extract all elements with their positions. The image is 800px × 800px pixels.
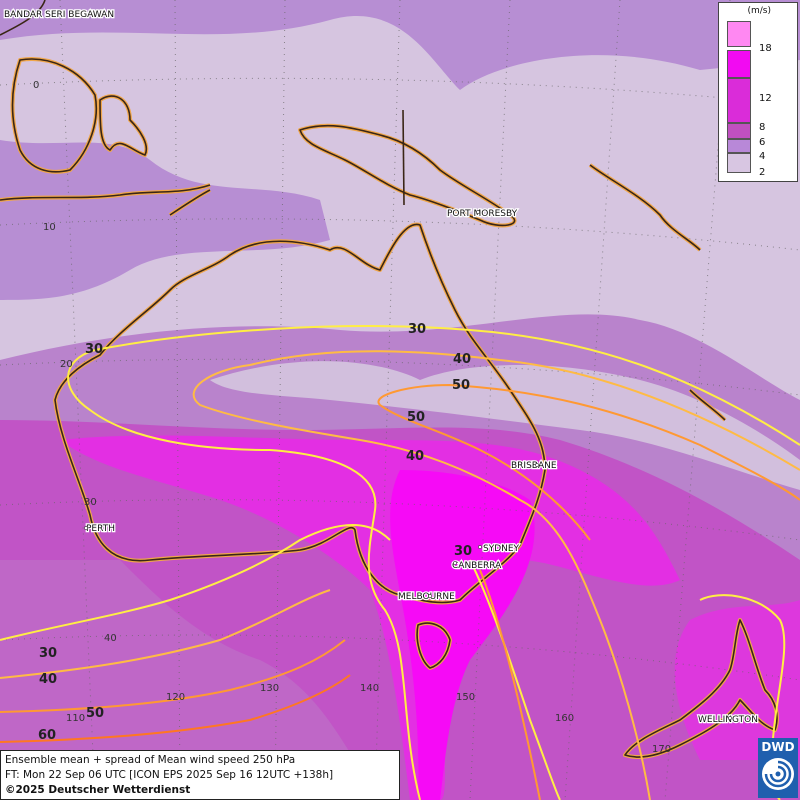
city-marker [478, 545, 482, 549]
contour-label: 30 [85, 342, 103, 357]
swirl-icon [762, 758, 794, 790]
city-marker [453, 561, 457, 565]
legend-level-label: 8 [759, 122, 766, 133]
grid-labels: 0 10 20 30 40 110 120 130 140 150 160 170 [33, 80, 671, 755]
city-markers [84, 210, 732, 720]
forecast-time: FT: Mon 22 Sep 06 UTC [ICON EPS 2025 Sep… [5, 769, 334, 781]
isotach-40-north [192, 350, 800, 800]
contour-label: 60 [38, 728, 56, 743]
legend-swatch [727, 78, 751, 123]
info-box: Ensemble mean + spread of Mean wind spee… [0, 750, 400, 800]
longitude-label: 110 [66, 713, 85, 724]
city-marker [84, 526, 88, 530]
legend-swatch [727, 153, 751, 173]
latitude-label: 0 [33, 80, 39, 91]
longitude-label: 120 [166, 692, 185, 703]
latitude-label: 20 [60, 359, 73, 370]
spread-shade-4-6-north [0, 0, 800, 90]
coastlines [0, 0, 779, 759]
latitude-label: 30 [84, 497, 97, 508]
city-marker [476, 210, 480, 214]
legend-level-label: 4 [759, 151, 766, 162]
spread-shade-6-8-south [0, 560, 380, 800]
isotach-60-south [0, 674, 351, 743]
isotach-30-north [67, 325, 800, 800]
spread-shade-12-18-nz [674, 600, 800, 760]
isotach-40-south [0, 589, 331, 679]
city-label: BANDAR SERI BEGAWAN [4, 10, 114, 20]
city-label: WELLINGTON [698, 715, 758, 725]
legend-level-label: 6 [759, 137, 766, 148]
contour-label: 40 [453, 352, 471, 367]
isotach-50-north [377, 384, 800, 541]
legend-level-label: 18 [759, 43, 772, 54]
longitude-label: 130 [260, 683, 279, 694]
city-label: PORT MORESBY [447, 209, 518, 219]
city-label: CANBERRA [452, 561, 502, 571]
contour-label: 40 [406, 449, 424, 464]
city-labels: BANDAR SERI BEGAWAN PORT MORESBY BRISBANE P… [3, 9, 759, 727]
city-label: BRISBANE [511, 461, 557, 471]
legend-swatch [727, 21, 751, 47]
latitude-label: 10 [43, 222, 56, 233]
legend-swatch [727, 50, 751, 78]
longitude-label: 160 [555, 713, 574, 724]
isotachs [0, 325, 800, 800]
isotach-50-south [0, 569, 541, 800]
city-marker [535, 463, 539, 467]
map-title: Ensemble mean + spread of Mean wind spee… [5, 754, 296, 766]
longitude-label: 170 [652, 744, 671, 755]
legend-level-label: 12 [759, 93, 772, 104]
city-label: PERTH [86, 524, 115, 534]
spread-shade-light-band [210, 361, 800, 490]
city-label: MELBOURNE [398, 592, 455, 602]
contour-label: 50 [407, 410, 425, 425]
contour-label: 40 [39, 672, 57, 687]
spread-legend: (m/s) 18 12 8 6 4 2 [718, 2, 798, 182]
copyright: ©2025 Deutscher Wetterdienst [5, 784, 191, 796]
contour-label: 30 [39, 646, 57, 661]
contour-label: 30 [408, 322, 426, 337]
city-label: SYDNEY [483, 544, 520, 554]
city-marker [428, 594, 432, 598]
contour-label: 50 [452, 378, 470, 393]
dwd-logo-text: DWD [761, 740, 795, 754]
longitude-label: 140 [360, 683, 379, 694]
legend-swatch [727, 123, 751, 139]
legend-unit: (m/s) [747, 6, 771, 16]
longitude-label: 150 [456, 692, 475, 703]
contour-labels: 30 30 40 50 50 40 30 30 40 50 60 [38, 322, 472, 743]
contour-label: 50 [86, 706, 104, 721]
city-marker [728, 716, 732, 720]
dwd-logo: DWD [758, 738, 798, 798]
legend-swatch [727, 139, 751, 153]
contour-label: 30 [454, 544, 472, 559]
spread-shade-4-6-west [0, 140, 330, 300]
latitude-label: 40 [104, 633, 117, 644]
legend-level-label: 2 [759, 167, 766, 178]
spread-shade-18-streak [390, 470, 535, 800]
